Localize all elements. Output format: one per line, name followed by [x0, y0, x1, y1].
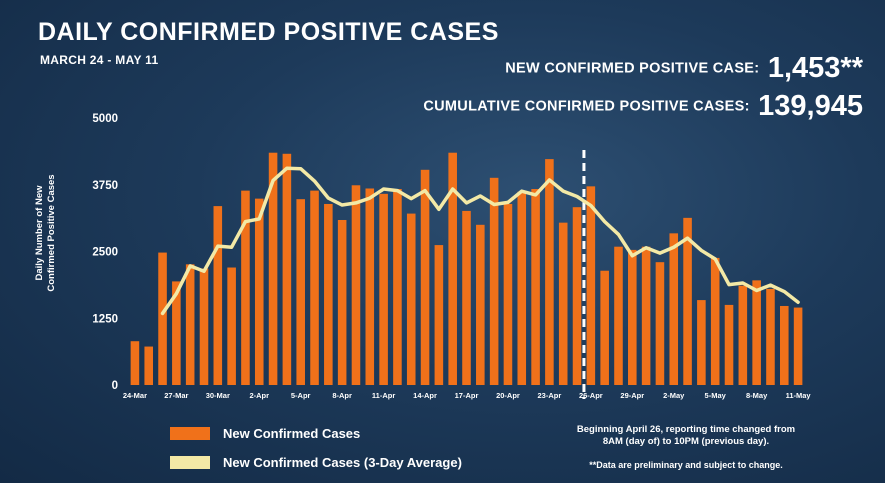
- bar: [406, 213, 416, 385]
- legend-swatch-bars: [170, 426, 210, 440]
- y-axis-label-line1: Daily Number of New: [34, 185, 45, 281]
- legend-swatch-average: [170, 455, 210, 469]
- x-tick-label: 23-Apr: [538, 391, 562, 400]
- date-range: MARCH 24 - MAY 11: [40, 53, 159, 67]
- data-disclaimer: **Data are preliminary and subject to ch…: [589, 460, 783, 470]
- bar: [669, 233, 679, 385]
- bar: [628, 249, 637, 385]
- x-tick-label: 14-Apr: [413, 391, 437, 400]
- x-tick-label: 24-Mar: [123, 391, 147, 400]
- x-tick-label: 8-Apr: [332, 391, 352, 400]
- y-tick-label: 3750: [92, 180, 118, 192]
- bar: [158, 252, 167, 385]
- x-tick-label: 30-Mar: [206, 391, 230, 400]
- x-tick-label: 26-Apr: [579, 391, 603, 400]
- bar: [241, 190, 250, 385]
- bar: [683, 217, 692, 385]
- bar: [268, 152, 278, 385]
- x-tick-label: 29-Apr: [620, 391, 644, 400]
- bar: [296, 199, 305, 385]
- bar: [379, 193, 388, 385]
- x-tick-label: 2-May: [663, 391, 685, 400]
- bar: [572, 207, 582, 385]
- bar: [614, 246, 623, 385]
- x-tick-label: 17-Apr: [455, 391, 479, 400]
- legend-item-average: New Confirmed Cases (3-Day Average): [170, 454, 462, 470]
- bar: [697, 300, 706, 385]
- average-line: [160, 166, 800, 316]
- bar: [324, 203, 333, 385]
- y-tick-label: 5000: [92, 113, 118, 125]
- chart-title: DAILY CONFIRMED POSITIVE CASES: [38, 18, 499, 46]
- y-tick-label: 0: [112, 380, 118, 392]
- cumulative-cases-label: CUMULATIVE CONFIRMED POSITIVE CASES:: [423, 98, 750, 115]
- bar: [710, 257, 720, 385]
- bar: [793, 307, 803, 385]
- new-cases-label: NEW CONFIRMED POSITIVE CASE:: [505, 60, 760, 77]
- bar: [337, 219, 347, 385]
- bar: [641, 246, 651, 385]
- bar: [586, 186, 596, 385]
- x-tick-label: 5-May: [705, 391, 727, 400]
- bar: [489, 177, 499, 385]
- legend-label-average: New Confirmed Cases (3-Day Average): [223, 454, 462, 470]
- reporting-note-line1: Beginning April 26, reporting time chang…: [576, 424, 796, 435]
- x-tick-label: 8-May: [746, 391, 768, 400]
- bar: [545, 159, 554, 385]
- bar: [420, 169, 430, 385]
- x-tick-label: 11-May: [786, 391, 812, 400]
- bar: [779, 305, 789, 385]
- bar: [254, 198, 264, 385]
- cumulative-cases-value: 139,945: [758, 90, 863, 122]
- x-tick-label: 11-Apr: [372, 391, 395, 400]
- bar: [351, 185, 361, 385]
- reporting-note-line2: 8AM (day of) to 10PM (previous day).: [602, 436, 770, 447]
- x-tick-label: 27-Mar: [164, 391, 188, 400]
- bar: [282, 153, 292, 385]
- bar: [144, 346, 154, 385]
- bar: [434, 245, 444, 385]
- new-cases-stat: NEW CONFIRMED POSITIVE CASE: 1,453**: [505, 52, 863, 85]
- bar: [130, 341, 140, 385]
- bar: [172, 281, 181, 385]
- bar: [724, 304, 734, 385]
- y-axis-label-line2: Confirmed Positive Cases: [46, 174, 57, 291]
- bar: [531, 189, 540, 385]
- bar: [213, 206, 223, 385]
- bar: [738, 285, 748, 385]
- bar: [766, 288, 775, 385]
- cumulative-cases-stat: CUMULATIVE CONFIRMED POSITIVE CASES: 139…: [423, 90, 863, 123]
- reporting-note: Beginning April 26, reporting time chang…: [530, 424, 842, 448]
- legend-label-bars: New Confirmed Cases: [223, 425, 361, 441]
- bar: [199, 268, 209, 385]
- bar: [393, 189, 402, 385]
- bar: [448, 152, 457, 385]
- bar: [227, 267, 236, 385]
- bar: [600, 270, 609, 385]
- x-tick-label: 2-Apr: [249, 391, 269, 400]
- bar: [655, 262, 665, 385]
- bar: [476, 224, 485, 385]
- bar: [558, 222, 568, 385]
- bar: [462, 210, 471, 385]
- legend-item-bars: New Confirmed Cases: [170, 425, 360, 441]
- y-tick-label: 1250: [92, 313, 118, 325]
- bar: [185, 264, 195, 385]
- x-tick-label: 20-Apr: [496, 391, 520, 400]
- bar: [752, 280, 761, 385]
- bar: [310, 190, 319, 385]
- bar: [365, 188, 375, 385]
- new-cases-value: 1,453**: [767, 52, 863, 84]
- x-tick-label: 5-Apr: [291, 391, 311, 400]
- bar: [517, 191, 527, 385]
- bar: [503, 203, 513, 385]
- y-tick-label: 2500: [92, 247, 118, 259]
